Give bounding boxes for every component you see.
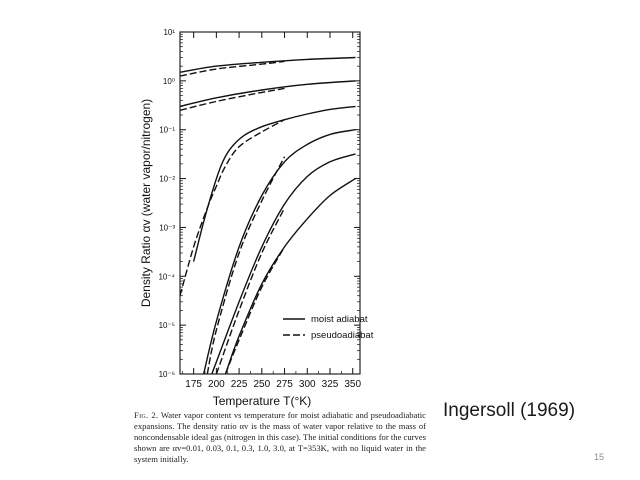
- line-chart: Density Ratio αv (water vapor/nitrogen) …: [139, 28, 374, 408]
- series-line-moist-adiabat-3: [192, 105, 356, 262]
- y-tick-label: 10⁻⁶: [159, 370, 175, 379]
- series-line-moist-adiabat-6: [224, 178, 356, 374]
- caption-text: Water vapor content vs temperature for m…: [134, 410, 427, 464]
- x-tick-label: 200: [208, 379, 225, 390]
- y-tick-label: 10⁻³: [159, 223, 175, 232]
- y-axis-ticks: 10⁻⁶ 10⁻⁵ 10⁻⁴ 10⁻³ 10⁻² 10⁻¹ 10⁰ 10¹: [158, 28, 360, 379]
- x-tick-label: 175: [185, 379, 202, 390]
- series-line-pseudoadiabat-2: [180, 87, 285, 111]
- legend-label: pseudoadiabat: [311, 330, 374, 341]
- legend: moist adiabat pseudoadiabat: [283, 314, 374, 341]
- legend-label: moist adiabat: [311, 314, 368, 325]
- x-axis-ticks: 175 200 225 250 275 300 325 350: [181, 32, 362, 390]
- y-tick-label: 10⁻¹: [159, 126, 175, 135]
- series-lines: [180, 56, 356, 374]
- x-tick-label: 325: [322, 379, 339, 390]
- y-tick-label: 10⁰: [163, 77, 175, 86]
- series-line-pseudoadiabat-4: [206, 156, 286, 374]
- plot-frame: [179, 31, 361, 375]
- citation: Ingersoll (1969): [443, 400, 576, 421]
- y-tick-label: 10¹: [163, 28, 175, 37]
- y-tick-label: 10⁻⁵: [159, 321, 175, 330]
- x-tick-label: 225: [231, 379, 248, 390]
- plot-border: [179, 31, 361, 375]
- figure-caption: Fig. 2. Water vapor content vs temperatu…: [134, 410, 426, 465]
- series-line-pseudoadiabat-6: [224, 246, 286, 374]
- y-axis-label: Density Ratio αv (water vapor/nitrogen): [139, 99, 153, 307]
- series-line-moist-adiabat-5: [211, 153, 356, 374]
- x-tick-label: 250: [253, 379, 270, 390]
- page-number: 15: [594, 452, 605, 462]
- y-axis-label-group: Density Ratio αv (water vapor/nitrogen): [139, 99, 153, 307]
- series-line-moist-adiabat-2: [180, 80, 356, 108]
- series-line-pseudoadiabat-5: [215, 207, 286, 374]
- series-line-moist-adiabat-4: [202, 129, 356, 374]
- series-line-pseudoadiabat-1: [180, 60, 285, 77]
- x-tick-label: 350: [344, 379, 361, 390]
- x-tick-label: 300: [299, 379, 316, 390]
- x-tick-label: 275: [276, 379, 293, 390]
- x-axis-label: Temperature T(°K): [213, 394, 312, 408]
- series-line-moist-adiabat-1: [180, 56, 356, 73]
- caption-lead: Fig. 2.: [134, 410, 159, 420]
- y-tick-label: 10⁻⁴: [158, 272, 175, 281]
- series-line-pseudoadiabat-3: [180, 119, 285, 296]
- y-tick-label: 10⁻²: [159, 175, 175, 184]
